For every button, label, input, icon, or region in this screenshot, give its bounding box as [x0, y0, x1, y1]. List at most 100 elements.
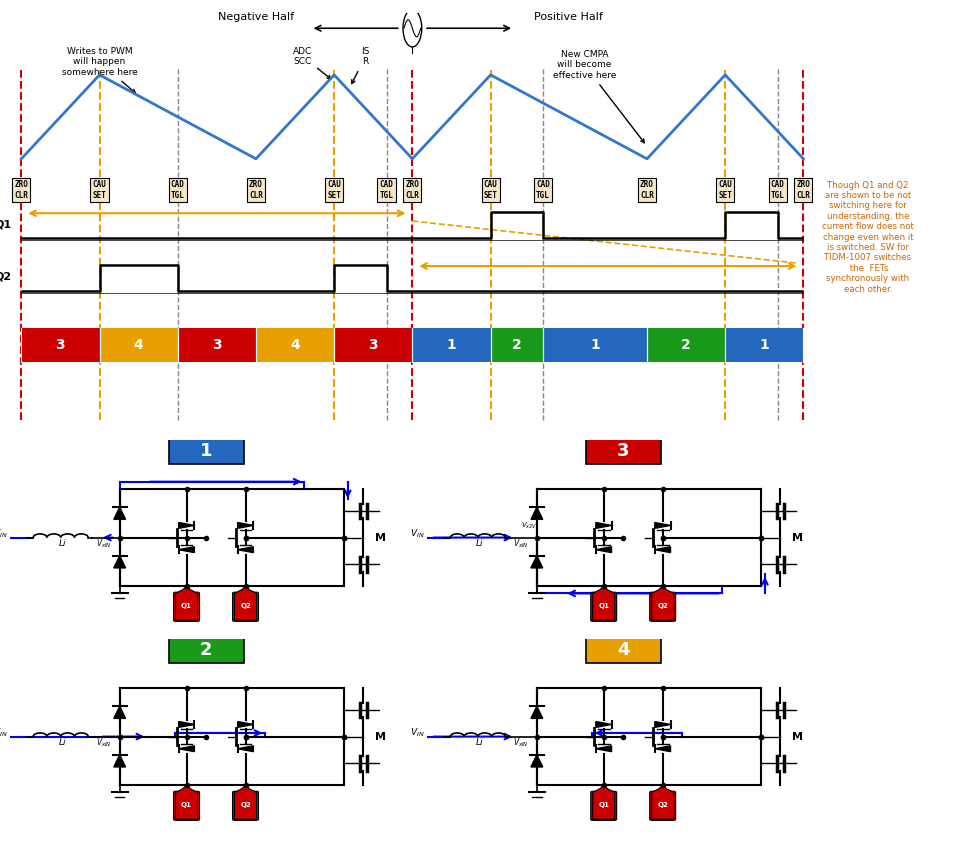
FancyBboxPatch shape	[232, 791, 259, 821]
Bar	[491, 329, 543, 363]
Text: $V_{xIN}$: $V_{xIN}$	[513, 537, 529, 550]
Polygon shape	[655, 722, 670, 728]
Text: $V_{IN}$: $V_{IN}$	[0, 528, 8, 540]
Text: M: M	[375, 732, 386, 742]
Text: $V_{x2V}$: $V_{x2V}$	[521, 521, 537, 531]
Text: Positive Half: Positive Half	[534, 12, 603, 22]
Text: CAD
TGL: CAD TGL	[536, 180, 550, 200]
Polygon shape	[531, 507, 543, 519]
Text: M: M	[792, 732, 804, 742]
FancyBboxPatch shape	[174, 791, 199, 821]
Text: 1: 1	[760, 338, 769, 352]
Text: Q1: Q1	[181, 801, 192, 807]
Polygon shape	[655, 746, 670, 751]
Text: 3: 3	[617, 442, 630, 461]
Polygon shape	[596, 523, 612, 529]
FancyBboxPatch shape	[169, 639, 244, 662]
Polygon shape	[593, 785, 615, 819]
Text: IS
R: IS R	[352, 47, 369, 84]
Polygon shape	[531, 556, 543, 567]
Polygon shape	[235, 785, 256, 819]
Text: CAD
TGL: CAD TGL	[171, 180, 185, 200]
Text: Q1: Q1	[598, 801, 609, 807]
Polygon shape	[175, 586, 198, 620]
Text: Q2: Q2	[657, 801, 668, 807]
Polygon shape	[596, 722, 612, 728]
FancyBboxPatch shape	[232, 592, 259, 622]
FancyBboxPatch shape	[586, 639, 661, 662]
Text: ZRO
CLR: ZRO CLR	[406, 180, 419, 200]
Bar	[412, 329, 491, 363]
Text: Q2: Q2	[0, 272, 12, 282]
Text: CAU
SET: CAU SET	[718, 180, 732, 200]
Text: Q2: Q2	[657, 602, 668, 608]
FancyBboxPatch shape	[649, 791, 676, 821]
Polygon shape	[238, 547, 253, 552]
Text: $V_{xIN}$: $V_{xIN}$	[96, 736, 112, 749]
Bar	[334, 329, 412, 363]
Text: $V_{IN}$: $V_{IN}$	[0, 727, 8, 739]
Text: Q1: Q1	[181, 602, 192, 608]
Polygon shape	[652, 785, 673, 819]
Polygon shape	[178, 523, 195, 529]
Text: New CMPA
will become
effective here: New CMPA will become effective here	[552, 50, 644, 143]
Polygon shape	[238, 523, 253, 529]
Text: Q2: Q2	[240, 801, 251, 807]
FancyBboxPatch shape	[586, 440, 661, 463]
Text: M: M	[792, 533, 804, 543]
FancyBboxPatch shape	[169, 440, 244, 463]
Polygon shape	[238, 746, 253, 751]
Polygon shape	[238, 722, 253, 728]
Text: 4: 4	[133, 338, 144, 352]
Polygon shape	[114, 755, 126, 767]
Text: Q1: Q1	[0, 219, 12, 229]
Text: Li: Li	[58, 738, 66, 747]
Polygon shape	[655, 523, 670, 529]
Text: 4: 4	[617, 641, 630, 660]
Text: $V_{IN}$: $V_{IN}$	[410, 528, 425, 540]
Text: 3: 3	[212, 338, 222, 352]
Bar	[100, 329, 177, 363]
Text: Q1: Q1	[598, 602, 609, 608]
Polygon shape	[531, 755, 543, 767]
Bar	[543, 329, 647, 363]
Text: $V_{IN}$: $V_{IN}$	[410, 727, 425, 739]
Text: Negative Half: Negative Half	[218, 12, 294, 22]
Text: CAD
TGL: CAD TGL	[771, 180, 784, 200]
Polygon shape	[114, 507, 126, 519]
Text: ADC
SCC: ADC SCC	[293, 47, 331, 79]
Text: M: M	[375, 533, 386, 543]
Text: 4: 4	[291, 338, 300, 352]
FancyBboxPatch shape	[174, 592, 199, 622]
Text: Though Q1 and Q2
are shown to be not
switching here for
understanding, the
curre: Though Q1 and Q2 are shown to be not swi…	[822, 180, 914, 294]
Bar	[21, 329, 100, 363]
Text: 2: 2	[199, 641, 213, 660]
Text: ZRO
CLR: ZRO CLR	[797, 180, 810, 200]
FancyBboxPatch shape	[591, 791, 617, 821]
Polygon shape	[178, 547, 195, 552]
Text: 2: 2	[512, 338, 522, 352]
Polygon shape	[235, 586, 256, 620]
Text: Q2: Q2	[240, 602, 251, 608]
Text: ZRO
CLR: ZRO CLR	[14, 180, 28, 200]
Polygon shape	[655, 547, 670, 552]
Text: CAU
SET: CAU SET	[327, 180, 341, 200]
Polygon shape	[531, 706, 543, 718]
FancyBboxPatch shape	[649, 592, 676, 622]
Text: 1: 1	[447, 338, 456, 352]
Bar	[725, 329, 804, 363]
Bar	[647, 329, 725, 363]
Text: $V_{xIN}$: $V_{xIN}$	[513, 736, 529, 749]
Text: ZRO
CLR: ZRO CLR	[640, 180, 654, 200]
Polygon shape	[114, 556, 126, 567]
Polygon shape	[178, 722, 195, 728]
Text: 3: 3	[368, 338, 378, 352]
Polygon shape	[596, 547, 612, 552]
Text: Li: Li	[476, 539, 483, 548]
Text: 2: 2	[681, 338, 691, 352]
FancyBboxPatch shape	[591, 592, 617, 622]
Polygon shape	[178, 746, 195, 751]
Text: 1: 1	[590, 338, 600, 352]
Text: CAU
SET: CAU SET	[93, 180, 106, 200]
Text: ZRO
CLR: ZRO CLR	[249, 180, 263, 200]
